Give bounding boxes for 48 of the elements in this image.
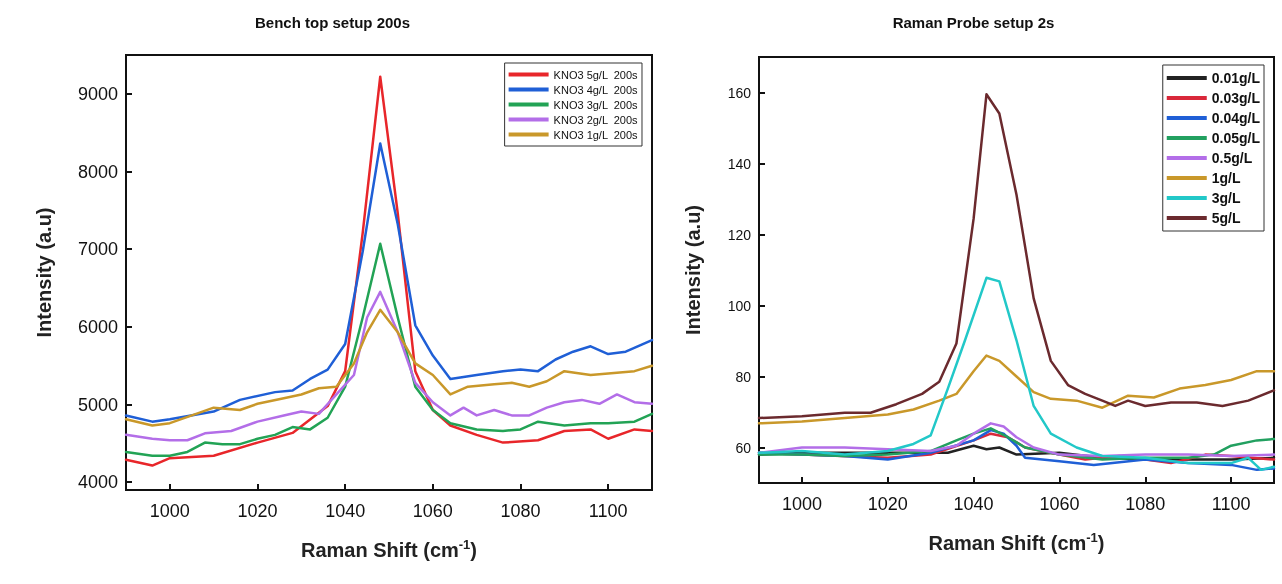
legend-label: KNO3 5g/L 200s [553, 68, 639, 81]
y-axis-title: Intensity (a.u) [682, 204, 704, 336]
x-tick-label: 1080 [1125, 494, 1166, 514]
x-tick-label: 1060 [412, 501, 453, 521]
y-tick-label: 6000 [77, 316, 118, 337]
legend-label: 0.5g/L [1211, 150, 1253, 166]
x-tick-label: 1040 [325, 501, 366, 521]
y-tick-label: 9000 [77, 83, 118, 104]
legend-label: KNO3 3g/L 200s [553, 98, 639, 111]
x-tick-label: 1080 [500, 501, 541, 521]
line-series [124, 290, 654, 442]
line-series [124, 242, 654, 458]
x-tick-label: 1020 [867, 494, 908, 514]
legend-label: KNO3 4g/L 200s [553, 83, 639, 96]
y-axis-title: Intensity (a.u) [33, 207, 55, 338]
line-series [757, 276, 1276, 472]
line-series [757, 354, 1276, 425]
line-series [124, 308, 654, 427]
y-tick-label: 160 [727, 84, 752, 101]
legend-label: 0.04g/L [1211, 110, 1261, 126]
x-tick-label: 1060 [1039, 494, 1080, 514]
y-tick-label: 140 [727, 155, 752, 172]
legend-label: 0.05g/L [1211, 130, 1261, 146]
x-tick-label: 1100 [1211, 494, 1251, 514]
x-tick-label: 1000 [149, 501, 190, 521]
y-tick-label: 100 [727, 297, 752, 314]
x-tick-label: 1040 [953, 494, 994, 514]
line-series [757, 93, 1276, 420]
y-tick-label: 120 [727, 226, 752, 243]
y-tick-label: 7000 [77, 239, 118, 260]
legend-label: 0.01g/L [1211, 70, 1261, 86]
x-tick-label: 1020 [237, 501, 278, 521]
chart-title: Bench top setup 200s [254, 14, 411, 31]
legend-label: KNO3 1g/L 200s [553, 128, 639, 141]
legend-label: 0.03g/L [1211, 90, 1261, 106]
legend-label: 1g/L [1211, 170, 1241, 186]
x-tick-label: 1000 [781, 494, 822, 514]
y-tick-label: 4000 [77, 472, 118, 493]
legend-label: KNO3 2g/L 200s [553, 113, 639, 126]
line-series [124, 142, 654, 423]
x-tick-label: 1100 [588, 501, 628, 521]
y-tick-label: 5000 [77, 394, 118, 415]
chart-title: Raman Probe setup 2s [892, 14, 1055, 31]
y-tick-label: 80 [735, 368, 752, 385]
legend-label: 5g/L [1211, 210, 1241, 226]
y-tick-label: 8000 [77, 161, 118, 182]
legend-label: 3g/L [1211, 190, 1241, 206]
y-tick-label: 60 [735, 439, 752, 456]
